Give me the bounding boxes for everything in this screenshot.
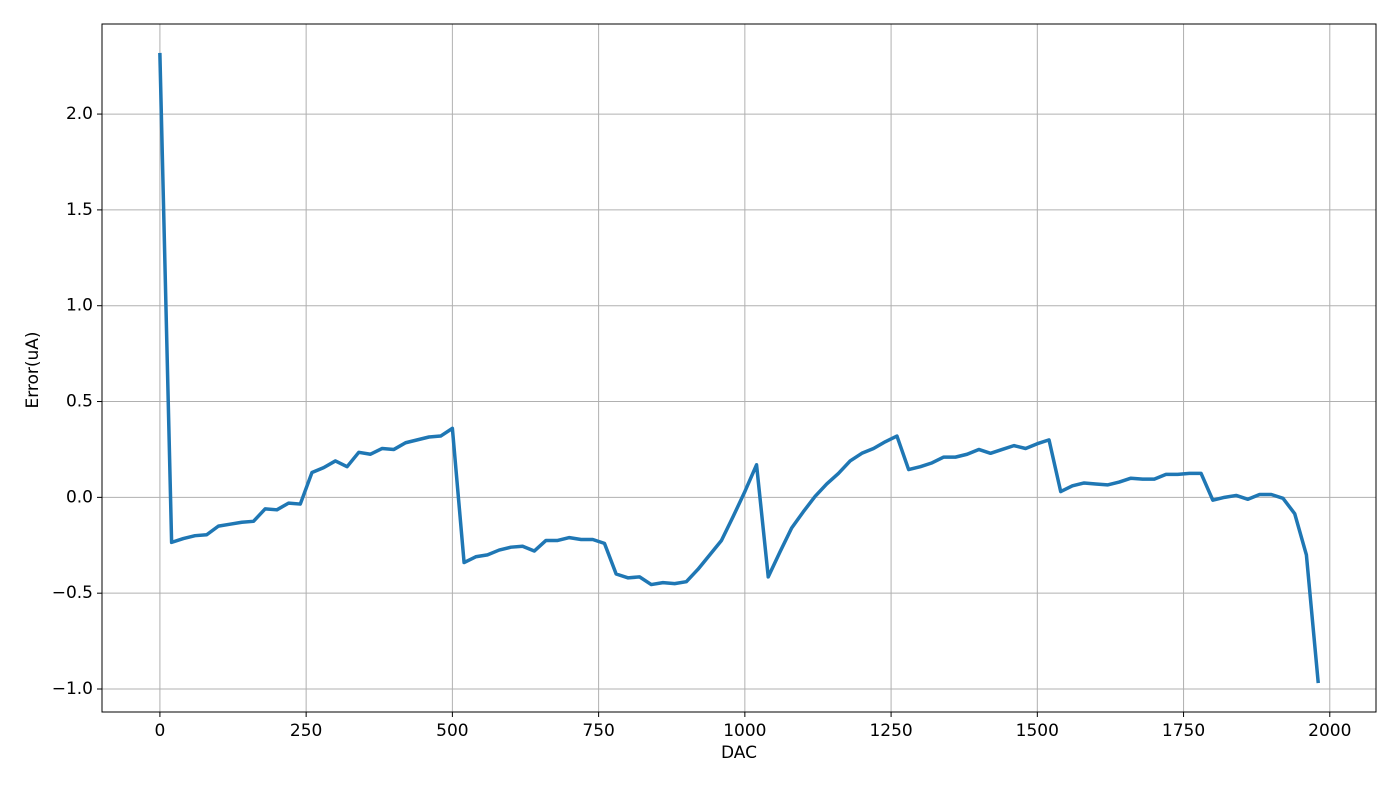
- plot-frame: [101, 23, 1377, 713]
- x-tick-label: 0: [154, 721, 165, 741]
- x-tick-label: 750: [582, 721, 614, 741]
- y-tick-label: 1.0: [66, 296, 93, 316]
- y-tick-label: 0.5: [66, 392, 93, 412]
- x-axis-label: DAC: [721, 743, 757, 763]
- x-tick-label: 1750: [1162, 721, 1205, 741]
- y-tick-label: 0.0: [66, 487, 93, 507]
- x-tick-label: 500: [436, 721, 468, 741]
- x-tick-label: 1250: [869, 721, 912, 741]
- line-series: [158, 52, 1320, 684]
- y-tick-label: −1.0: [52, 679, 93, 699]
- x-tick-label: 1000: [723, 721, 766, 741]
- y-tick-label: −0.5: [52, 583, 93, 603]
- x-tick-label: 250: [290, 721, 322, 741]
- y-axis-label: Error(uA): [23, 331, 43, 408]
- y-tick-label: 2.0: [66, 104, 93, 124]
- x-tick-label: 1500: [1016, 721, 1059, 741]
- y-tick-label: 1.5: [66, 200, 93, 220]
- x-tick-label: 2000: [1308, 721, 1351, 741]
